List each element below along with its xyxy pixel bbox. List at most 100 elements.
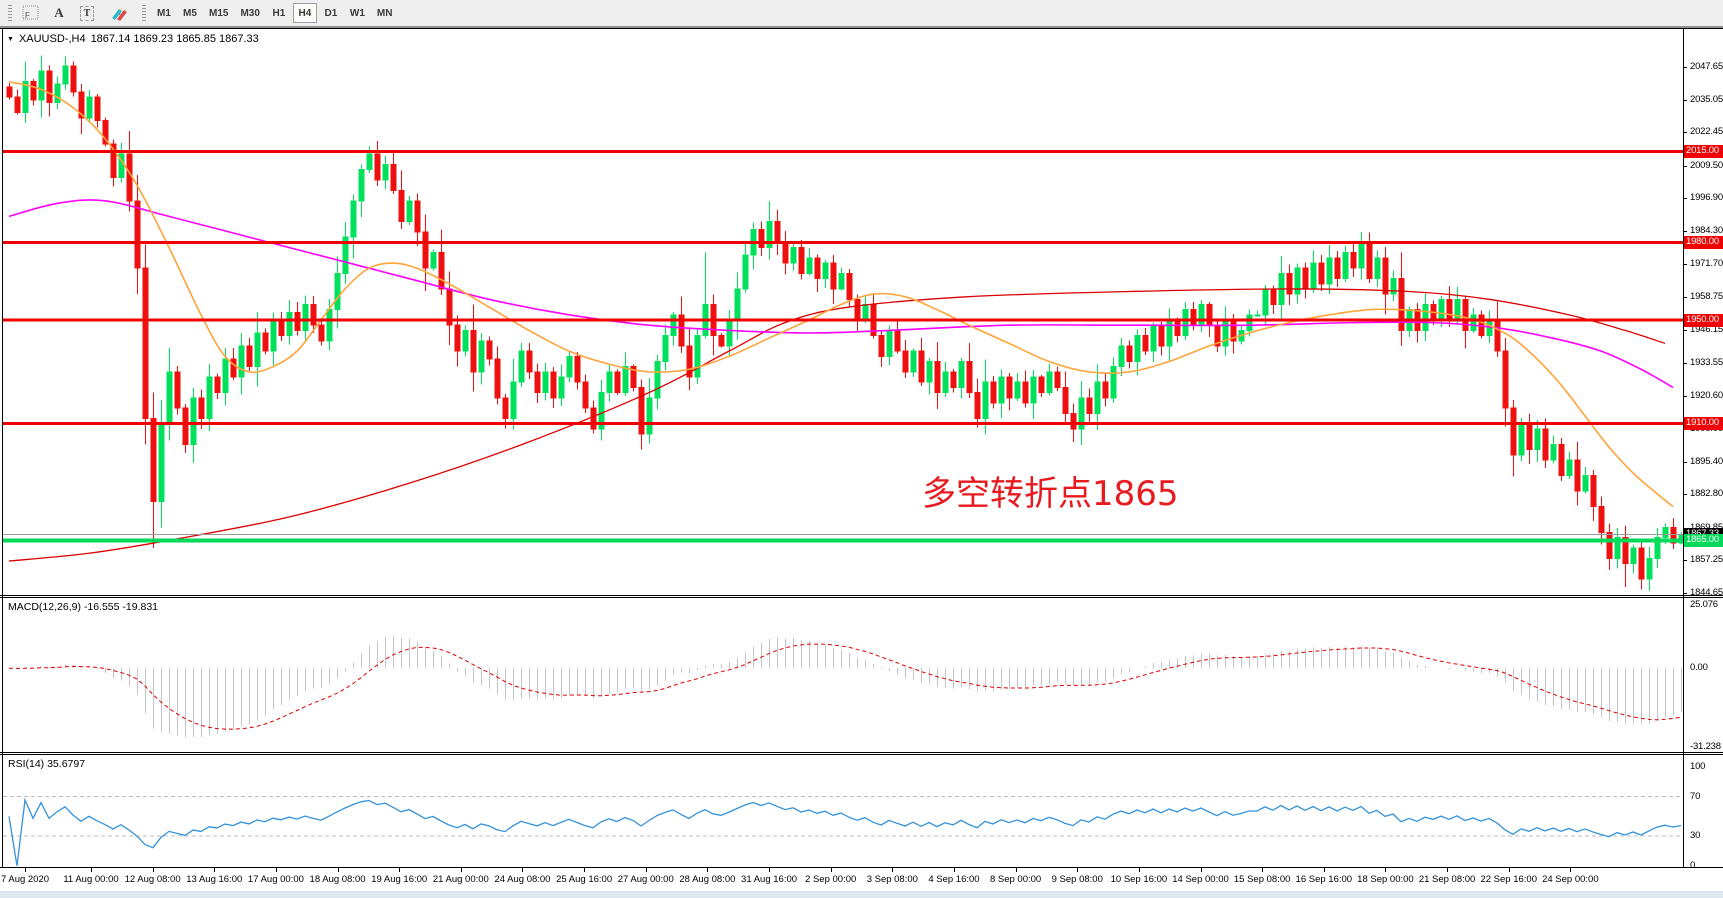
price-tick-label: 1933.55 <box>1690 356 1723 368</box>
horizontal-level-line-2015[interactable] <box>3 150 1683 154</box>
price-tag-2015.00: 2015.00 <box>1684 145 1723 159</box>
rsi-tick-label: 30 <box>1690 830 1701 842</box>
candle <box>1334 257 1341 280</box>
date-label: 13 Aug 16:00 <box>186 874 243 885</box>
date-tick-mark <box>275 868 277 872</box>
price-tick-label: 1971.70 <box>1690 257 1723 269</box>
candle <box>1254 314 1261 317</box>
candle <box>1558 443 1565 477</box>
timeframe-button-M5[interactable]: M5 <box>183 7 197 19</box>
candle <box>1638 547 1645 580</box>
candle <box>1246 314 1253 331</box>
candle <box>390 164 397 191</box>
crayons-icon <box>112 7 127 21</box>
letter-a-icon: A <box>54 5 64 20</box>
price-tag-1865.00: 1865.00 <box>1684 533 1723 547</box>
price-tag-1980.00: 1980.00 <box>1684 235 1723 249</box>
candle <box>1022 381 1029 404</box>
price-tick-mark <box>1683 461 1687 463</box>
rsi-indicator-label: RSI(14) 35.6797 <box>8 758 86 770</box>
ma-slow-red-line[interactable] <box>8 288 1666 562</box>
candle <box>822 262 829 280</box>
timeframe-button-MN[interactable]: MN <box>376 7 393 19</box>
candle <box>102 119 109 145</box>
timeframe-button-M30[interactable]: M30 <box>240 7 260 19</box>
candle <box>46 70 53 103</box>
candle <box>230 358 237 378</box>
symbol-dropdown-icon[interactable]: ▼ <box>7 35 14 43</box>
candle <box>1614 537 1621 559</box>
candle <box>1606 532 1613 559</box>
candle <box>766 221 773 248</box>
ma-fast-orange-line[interactable] <box>8 80 1674 508</box>
timeframe-button-D1[interactable]: D1 <box>324 7 338 19</box>
timeframe-button-W1[interactable]: W1 <box>349 7 365 19</box>
text-label-tool-button[interactable]: A <box>46 2 72 24</box>
candle <box>598 392 605 430</box>
pane-bottom-border <box>0 867 1723 868</box>
separator-main-macd-a <box>0 595 1723 596</box>
candle <box>166 371 173 425</box>
candle <box>942 371 949 394</box>
price-tick-mark <box>1683 396 1687 398</box>
candle <box>1294 267 1301 295</box>
candle <box>1582 475 1589 492</box>
chart-template-button[interactable]: F <box>18 2 44 24</box>
candle <box>1310 262 1317 290</box>
candle <box>886 329 893 357</box>
candle <box>214 376 221 394</box>
timeframe-button-H1[interactable]: H1 <box>272 7 286 19</box>
macd-histogram <box>17 636 1682 738</box>
price-tick-label: 1946.15 <box>1690 324 1723 335</box>
horizontal-level-line-1950[interactable] <box>3 318 1683 322</box>
time-axis[interactable]: 7 Aug 2020 11 Aug 00:00 12 Aug 08:00 13 Aug… <box>0 868 1723 891</box>
ohlc-readout: 1867.14 1869.23 1865.85 1867.33 <box>90 33 259 45</box>
candle <box>1534 428 1541 451</box>
main-price-pane[interactable] <box>3 29 1683 595</box>
rsi-tick-label: 100 <box>1690 760 1706 772</box>
candle <box>1326 257 1333 285</box>
horizontal-level-line-1980[interactable] <box>3 240 1683 244</box>
horizontal-level-line-1910[interactable] <box>3 422 1683 426</box>
candle <box>350 200 357 238</box>
macd-indicator-label: MACD(12,26,9) -16.555 -19.831 <box>8 601 158 613</box>
timeframe-button-M15[interactable]: M15 <box>209 7 229 19</box>
date-label: 17 Aug 00:00 <box>247 874 304 885</box>
candle <box>686 345 693 378</box>
date-label: 8 Sep 00:00 <box>989 874 1042 885</box>
price-tick-label: 1984.30 <box>1690 225 1723 237</box>
timeframe-button-M1[interactable]: M1 <box>157 7 171 19</box>
candle <box>1102 381 1109 399</box>
price-axis-border[interactable] <box>1683 28 1684 868</box>
candle <box>678 314 685 347</box>
candle <box>806 257 813 274</box>
date-label: 11 Aug 00:00 <box>63 874 119 885</box>
candle <box>78 91 85 119</box>
price-tick-label: 1895.40 <box>1690 455 1723 467</box>
candle <box>70 65 77 93</box>
text-box-tool-button[interactable]: T <box>74 2 100 24</box>
candle <box>894 329 901 352</box>
price-tick-label: 1882.80 <box>1690 488 1723 500</box>
rsi-pane[interactable] <box>3 755 1683 867</box>
candle <box>1318 262 1325 285</box>
drawing-palette-button[interactable]: ▼ <box>102 2 136 24</box>
candle <box>566 355 573 378</box>
candle <box>694 335 701 378</box>
candle <box>494 358 501 399</box>
date-label: 3 Sep 08:00 <box>866 874 918 885</box>
separator-main-macd-b <box>0 597 1723 598</box>
timeframe-button-H4[interactable]: H4 <box>292 3 317 23</box>
date-label: 18 Sep 00:00 <box>1357 874 1414 885</box>
macd-pane[interactable] <box>3 598 1683 752</box>
toolbar-drag-handle[interactable] <box>8 5 12 21</box>
candle <box>1462 298 1469 331</box>
date-tick-mark <box>399 868 401 872</box>
date-tick-mark <box>1447 868 1449 872</box>
candle <box>134 200 141 269</box>
price-tick-label: 1958.75 <box>1690 291 1723 303</box>
horizontal-level-line-1865[interactable] <box>3 538 1683 543</box>
candle <box>1382 257 1389 295</box>
timeframe-group-handle[interactable] <box>142 5 146 21</box>
date-tick-mark <box>1323 868 1325 872</box>
